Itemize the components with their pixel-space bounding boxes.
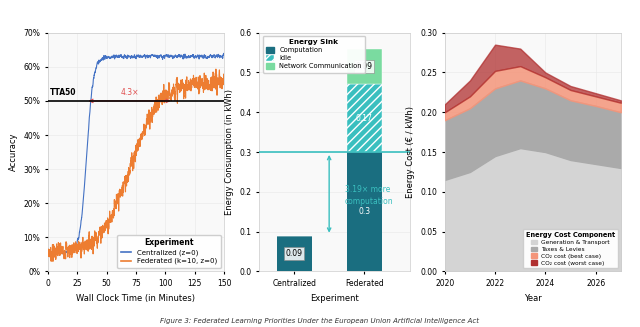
Legend: Centralized (z=0), Federated (k=10, z=0): Centralized (z=0), Federated (k=10, z=0) [117, 235, 221, 268]
Text: 3.19× more
computation: 3.19× more computation [344, 185, 393, 206]
Legend: Computation, Idle, Network Communication: Computation, Idle, Network Communication [262, 36, 365, 73]
Y-axis label: Energy Cost (€ / kWh): Energy Cost (€ / kWh) [406, 106, 415, 198]
Text: 0.09: 0.09 [285, 249, 303, 258]
Text: 4.3×: 4.3× [120, 88, 139, 97]
Y-axis label: Accuracy: Accuracy [9, 133, 18, 171]
Bar [347, 49, 381, 84]
X-axis label: Wall Clock Time (in Minutes): Wall Clock Time (in Minutes) [77, 294, 195, 302]
Text: 0.3: 0.3 [358, 207, 370, 216]
Legend: Generation & Transport, Taxes & Levies, CO₂ cost (best case), CO₂ cost (worst ca: Generation & Transport, Taxes & Levies, … [523, 229, 618, 268]
Bar [347, 84, 381, 152]
Y-axis label: Energy Consumption (in kWh): Energy Consumption (in kWh) [225, 89, 234, 215]
X-axis label: Year: Year [524, 294, 541, 302]
Text: Figure 3: Federated Learning Priorities Under the European Union Artificial Inte: Figure 3: Federated Learning Priorities … [161, 318, 479, 324]
Text: 0.09: 0.09 [356, 62, 372, 71]
Text: TTA50: TTA50 [50, 88, 76, 97]
Bar [276, 235, 312, 271]
Text: 0.17: 0.17 [356, 114, 372, 123]
Bar [347, 152, 381, 271]
X-axis label: Experiment: Experiment [310, 294, 359, 302]
